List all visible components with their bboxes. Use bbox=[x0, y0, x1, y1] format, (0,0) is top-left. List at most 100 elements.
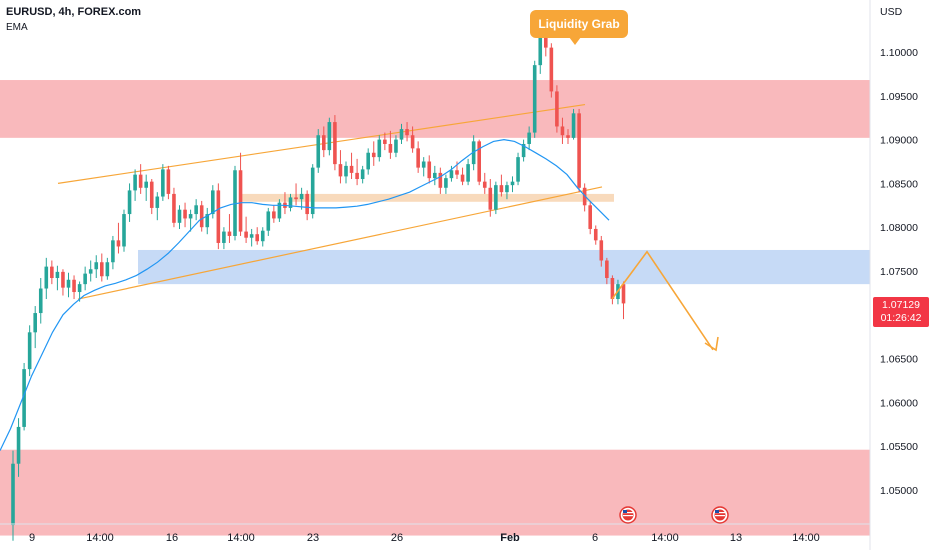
candle-body bbox=[344, 165, 348, 177]
supply-zone-upper bbox=[0, 80, 870, 138]
candle-body bbox=[166, 169, 171, 194]
candle-body bbox=[433, 172, 437, 179]
candle-body bbox=[471, 141, 476, 165]
candle-body bbox=[538, 34, 543, 66]
candle-body bbox=[427, 161, 432, 179]
candle-body bbox=[44, 266, 49, 289]
candle-body bbox=[599, 240, 604, 261]
candle-body bbox=[33, 313, 37, 333]
candle-body bbox=[133, 174, 137, 191]
candle-body bbox=[466, 164, 470, 182]
candle-body bbox=[161, 169, 165, 197]
candle-body bbox=[144, 181, 148, 188]
candle-body bbox=[94, 262, 99, 270]
us-event-icon[interactable] bbox=[619, 506, 637, 524]
candle-body bbox=[333, 122, 337, 165]
candle-body bbox=[249, 234, 254, 238]
candle-body bbox=[211, 190, 215, 215]
indicator-label[interactable]: EMA bbox=[6, 22, 28, 33]
candle-body bbox=[88, 269, 93, 274]
candle-body bbox=[621, 284, 626, 304]
candle-body bbox=[477, 141, 481, 182]
candle-body bbox=[571, 113, 576, 138]
candle-body bbox=[310, 167, 315, 215]
candle-body bbox=[527, 132, 531, 144]
candle-body bbox=[288, 197, 293, 208]
current-price-value: 1.07129 bbox=[882, 299, 920, 311]
price-tick-label: 1.08000 bbox=[880, 222, 918, 234]
time-tick-label: 14:00 bbox=[86, 532, 114, 544]
liquidity-grab-callout: Liquidity Grab bbox=[530, 10, 628, 38]
us-event-icon[interactable] bbox=[711, 506, 729, 524]
candle-body bbox=[266, 211, 271, 231]
candle-body bbox=[488, 187, 493, 210]
price-tick-label: 1.07500 bbox=[880, 266, 918, 278]
candle-body bbox=[100, 262, 104, 277]
price-tick-label: 1.09000 bbox=[880, 135, 918, 147]
candle-body bbox=[388, 143, 393, 153]
candle-body bbox=[383, 139, 387, 144]
supply-zone-lower bbox=[0, 449, 870, 536]
candle-body bbox=[532, 65, 537, 133]
candle-body bbox=[327, 122, 332, 151]
time-tick-label: 14:00 bbox=[792, 532, 820, 544]
projection-arrow bbox=[611, 250, 714, 351]
candle-body bbox=[22, 369, 26, 427]
candle-body bbox=[16, 426, 21, 464]
price-tick-label: 1.06500 bbox=[880, 354, 918, 366]
candle-body bbox=[322, 135, 326, 151]
candle-body bbox=[83, 273, 87, 285]
demand-zone bbox=[138, 249, 870, 285]
projection-arrowhead bbox=[704, 336, 719, 352]
candle-body bbox=[305, 193, 309, 215]
candle-body bbox=[549, 47, 554, 92]
time-tick-label: 14:00 bbox=[227, 532, 255, 544]
candle-body bbox=[410, 135, 415, 149]
candle-body bbox=[122, 214, 126, 247]
candle-body bbox=[127, 190, 132, 215]
candle-body bbox=[399, 129, 404, 140]
candle-body bbox=[50, 266, 54, 279]
candle-body bbox=[394, 139, 398, 153]
candle-body bbox=[244, 231, 248, 238]
candle-body bbox=[105, 262, 110, 277]
candle-body bbox=[449, 170, 454, 179]
candle-body bbox=[172, 193, 176, 223]
economic-events[interactable] bbox=[619, 506, 729, 524]
candle-body bbox=[316, 135, 321, 168]
candle-body bbox=[416, 148, 420, 168]
candle-body bbox=[66, 279, 71, 288]
candle-body bbox=[272, 211, 276, 219]
candle-body bbox=[349, 165, 354, 173]
candle-body bbox=[116, 240, 121, 247]
candle-body bbox=[277, 202, 282, 219]
candle-body bbox=[405, 129, 409, 136]
time-tick-label: 13 bbox=[730, 532, 742, 544]
candle-body bbox=[505, 185, 509, 193]
time-tick-label: 14:00 bbox=[651, 532, 679, 544]
candle-body bbox=[605, 260, 609, 279]
time-tick-label: 26 bbox=[391, 532, 403, 544]
time-tick-label: 6 bbox=[592, 532, 598, 544]
price-tick-label: 1.05000 bbox=[880, 485, 918, 497]
candle-body bbox=[521, 143, 526, 158]
symbol-title[interactable]: EURUSD, 4h, FOREX.com bbox=[6, 6, 142, 18]
callout-tail bbox=[569, 37, 581, 45]
price-tick-label: 1.08500 bbox=[880, 178, 918, 190]
candle-body bbox=[233, 170, 237, 236]
candle-body bbox=[566, 135, 570, 138]
candle-body bbox=[11, 463, 15, 526]
candle-body bbox=[588, 205, 592, 229]
candle-body bbox=[499, 185, 504, 193]
price-axis[interactable]: 1.10000 1.09500 1.09000 1.08500 1.08000 1.075… bbox=[880, 47, 918, 497]
candle-body bbox=[494, 185, 498, 210]
countdown-timer: 01:26:42 bbox=[880, 312, 922, 324]
time-axis[interactable]: 9 14:00 16 14:00 23 26 Feb 6 14:00 13 14:00 bbox=[29, 532, 820, 544]
time-tick-label: 23 bbox=[307, 532, 319, 544]
candle-body bbox=[355, 172, 359, 180]
candle-body bbox=[199, 205, 204, 228]
current-price-tag: 1.07129 01:26:42 bbox=[873, 297, 929, 327]
channel-lower-line bbox=[77, 186, 603, 300]
candle-body bbox=[516, 157, 520, 182]
